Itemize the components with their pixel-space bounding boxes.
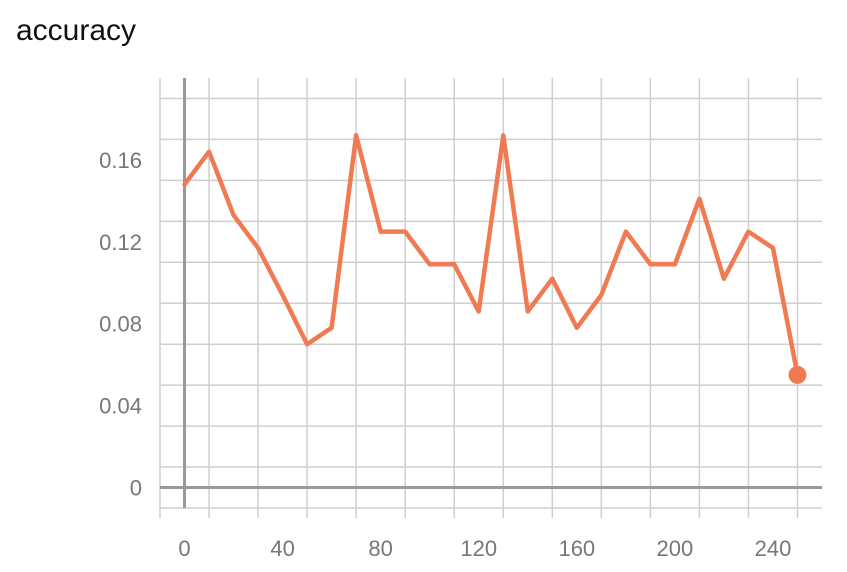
x-tick-label: 240 [755, 536, 792, 561]
x-tick-label: 120 [460, 536, 497, 561]
accuracy-series-line [182, 133, 800, 378]
axes [159, 78, 822, 518]
y-tick-label: 0 [130, 476, 142, 501]
chart-title: accuracy [16, 14, 137, 47]
x-tick-label: 160 [558, 536, 595, 561]
y-tick-label: 0.16 [99, 148, 142, 173]
x-tick-label: 0 [178, 536, 190, 561]
tick-labels: 0 40 80 120 160 200 240 0 0.04 0.08 0.12 0.16 [99, 148, 791, 561]
x-tick-label: 80 [368, 536, 392, 561]
x-tick-label: 40 [270, 536, 294, 561]
y-tick-label: 0.04 [99, 394, 142, 419]
series [182, 133, 807, 384]
x-tick-label: 200 [657, 536, 694, 561]
y-tick-label: 0.08 [99, 312, 142, 337]
grid [159, 78, 822, 509]
y-tick-label: 0.12 [99, 230, 142, 255]
last-point-marker [788, 365, 807, 384]
